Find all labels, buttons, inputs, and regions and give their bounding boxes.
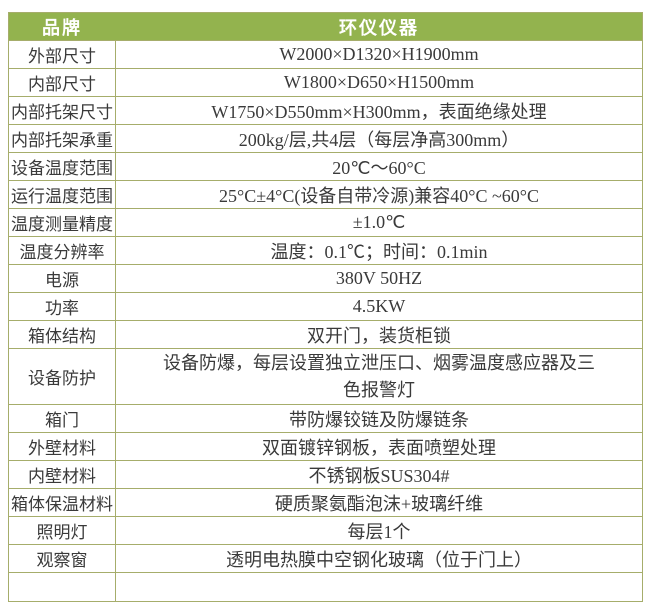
spec-value: 双面镀锌钢板，表面喷塑处理 — [262, 437, 496, 458]
spec-value: 25°C±4°C(设备自带冷源)兼容40°C ~60°C — [219, 185, 539, 206]
spec-label: 运行温度范围 — [9, 181, 116, 208]
spec-label: 功率 — [9, 293, 116, 320]
spec-value: 设备防爆，每层设置独立泄压口、烟雾温度感应器及三色报警灯 — [163, 352, 595, 400]
spec-label: 温度分辨率 — [9, 237, 116, 264]
spec-label — [9, 573, 116, 601]
spec-label: 设备温度范围 — [9, 153, 116, 180]
spec-label: 外壁材料 — [9, 433, 116, 460]
spec-label: 内部托架承重 — [9, 125, 116, 152]
spec-row-interior-dimensions: 内部尺寸 W1800×D650×H1500mm — [9, 69, 642, 97]
spec-value: 4.5KW — [352, 296, 406, 316]
spec-value: 20℃～60°C — [332, 157, 426, 178]
spec-row-insulation-material: 箱体保温材料 硬质聚氨酯泡沫+玻璃纤维 — [9, 489, 642, 517]
specification-table: 品牌 环仪仪器 外部尺寸 W2000×D1320×H1900mm 内部尺寸 W1… — [8, 12, 643, 602]
spec-label: 外部尺寸 — [9, 41, 116, 68]
table-header-row: 品牌 环仪仪器 — [9, 13, 642, 41]
spec-row-power: 功率 4.5KW — [9, 293, 642, 321]
spec-label: 设备防护 — [9, 349, 116, 404]
header-brand-value: 环仪仪器 — [339, 17, 419, 38]
spec-value: W2000×D1320×H1900mm — [279, 44, 479, 64]
spec-row-temp-resolution: 温度分辨率 温度：0.1℃；时间：0.1min — [9, 237, 642, 265]
spec-row-rack-dimensions: 内部托架尺寸 W1750×D550mm×H300mm，表面绝缘处理 — [9, 97, 642, 125]
spec-label: 箱体保温材料 — [9, 489, 116, 516]
spec-label: 内部尺寸 — [9, 69, 116, 96]
spec-value: 200kg/层,共4层（每层净高300mm） — [238, 129, 520, 150]
spec-value: W1750×D550mm×H300mm，表面绝缘处理 — [211, 101, 547, 122]
spec-row-temp-accuracy: 温度测量精度 ±1.0℃ — [9, 209, 642, 237]
spec-row-rack-load: 内部托架承重 200kg/层,共4层（每层净高300mm） — [9, 125, 642, 153]
spec-value: 每层1个 — [347, 521, 411, 542]
spec-label: 内部托架尺寸 — [9, 97, 116, 124]
spec-label: 照明灯 — [9, 517, 116, 544]
spec-row-outer-wall-material: 外壁材料 双面镀锌钢板，表面喷塑处理 — [9, 433, 642, 461]
spec-row-operating-temp-range: 运行温度范围 25°C±4°C(设备自带冷源)兼容40°C ~60°C — [9, 181, 642, 209]
spec-row-clipped-bottom — [9, 573, 642, 601]
spec-label: 箱门 — [9, 405, 116, 432]
header-brand-label: 品牌 — [42, 17, 82, 38]
spec-label: 电源 — [9, 265, 116, 292]
spec-label: 温度测量精度 — [9, 209, 116, 236]
spec-value: 带防爆铰链及防爆链条 — [289, 409, 469, 430]
spec-value: 不锈钢板SUS304# — [308, 465, 450, 486]
spec-row-device-temp-range: 设备温度范围 20℃～60°C — [9, 153, 642, 181]
spec-value: 380V 50HZ — [335, 268, 423, 288]
spec-row-device-protection: 设备防护 设备防爆，每层设置独立泄压口、烟雾温度感应器及三色报警灯 — [9, 349, 642, 405]
spec-row-lighting: 照明灯 每层1个 — [9, 517, 642, 545]
spec-value: 硬质聚氨酯泡沫+玻璃纤维 — [274, 493, 484, 514]
spec-value: ±1.0℃ — [352, 212, 406, 232]
spec-value: 双开门，装货柜锁 — [307, 325, 451, 346]
spec-row-cabinet-structure: 箱体结构 双开门，装货柜锁 — [9, 321, 642, 349]
spec-label: 箱体结构 — [9, 321, 116, 348]
spec-row-power-supply: 电源 380V 50HZ — [9, 265, 642, 293]
spec-value: 温度：0.1℃；时间：0.1min — [270, 241, 488, 262]
spec-row-observation-window: 观察窗 透明电热膜中空钢化玻璃（位于门上） — [9, 545, 642, 573]
spec-value: W1800×D650×H1500mm — [283, 72, 475, 92]
spec-label: 内壁材料 — [9, 461, 116, 488]
spec-value: 透明电热膜中空钢化玻璃（位于门上） — [226, 549, 532, 570]
spec-value — [116, 573, 642, 601]
spec-row-inner-wall-material: 内壁材料 不锈钢板SUS304# — [9, 461, 642, 489]
spec-label: 观察窗 — [9, 545, 116, 572]
spec-row-exterior-dimensions: 外部尺寸 W2000×D1320×H1900mm — [9, 41, 642, 69]
spec-row-cabinet-door: 箱门 带防爆铰链及防爆链条 — [9, 405, 642, 433]
